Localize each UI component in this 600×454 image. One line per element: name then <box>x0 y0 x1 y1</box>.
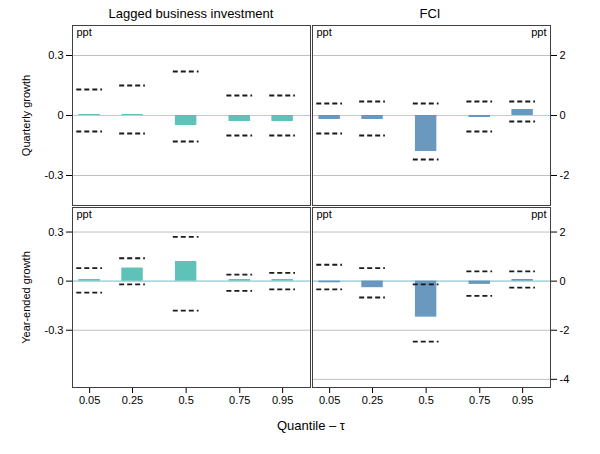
html-text:Lagged business investment: Lagged business investment <box>108 6 274 21</box>
svg-text:0.75: 0.75 <box>229 394 250 406</box>
svg-text:0: 0 <box>57 109 63 121</box>
svg-text:0: 0 <box>560 275 566 287</box>
svg-text:0: 0 <box>57 275 63 287</box>
html-text:FCI: FCI <box>419 6 441 21</box>
svg-text:0.95: 0.95 <box>512 394 533 406</box>
svg-text:-4: -4 <box>560 373 570 385</box>
svg-text:0.25: 0.25 <box>362 394 383 406</box>
svg-text:ppt: ppt <box>77 26 92 38</box>
svg-text:0.3: 0.3 <box>48 49 63 61</box>
svg-text:0.25: 0.25 <box>122 394 143 406</box>
svg-text:-2: -2 <box>560 169 570 181</box>
html-text:Quantile – τ: Quantile – τ <box>277 418 345 433</box>
svg-text:0.75: 0.75 <box>469 394 490 406</box>
svg-text:ppt: ppt <box>531 208 546 220</box>
svg-text:Year-ended growth: Year-ended growth <box>20 251 32 344</box>
svg-text:0.95: 0.95 <box>272 394 293 406</box>
svg-text:0.5: 0.5 <box>178 394 193 406</box>
svg-text:-0.3: -0.3 <box>45 324 64 336</box>
svg-text:ppt: ppt <box>317 208 332 220</box>
svg-text:0.5: 0.5 <box>418 394 433 406</box>
svg-text:2: 2 <box>560 226 566 238</box>
svg-text:ppt: ppt <box>317 26 332 38</box>
svg-text:ppt: ppt <box>531 26 546 38</box>
svg-text:-2: -2 <box>560 324 570 336</box>
svg-text:0.05: 0.05 <box>79 394 100 406</box>
svg-text:0.3: 0.3 <box>48 226 63 238</box>
svg-text:0: 0 <box>560 109 566 121</box>
svg-text:Quarterly growth: Quarterly growth <box>20 75 32 156</box>
svg-text:2: 2 <box>560 49 566 61</box>
svg-text:0.05: 0.05 <box>319 394 340 406</box>
svg-text:-0.3: -0.3 <box>45 169 64 181</box>
svg-text:ppt: ppt <box>77 208 92 220</box>
